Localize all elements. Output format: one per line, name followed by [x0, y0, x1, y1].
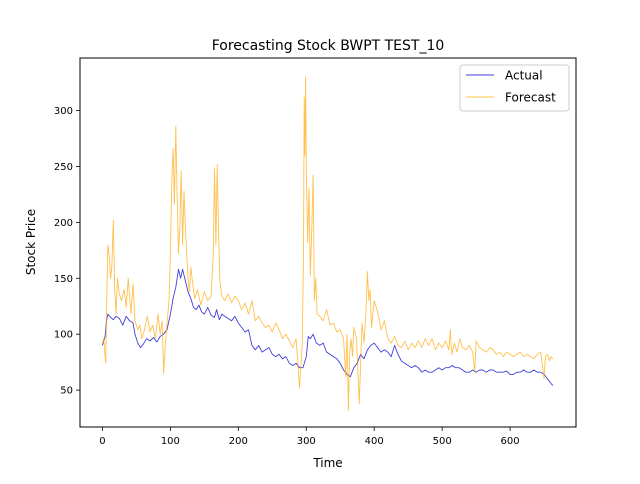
- x-axis-label: Time: [312, 456, 342, 470]
- chart-title: Forecasting Stock BWPT TEST_10: [212, 38, 445, 54]
- x-axis-ticks: 0 100 200 300 400 500 600: [99, 427, 520, 447]
- y-tick-label: 150: [54, 274, 73, 285]
- series-layer: [101, 76, 554, 411]
- y-tick-label: 200: [54, 218, 73, 229]
- x-tick-label: 500: [433, 436, 452, 447]
- legend: Actual Forecast: [459, 64, 570, 112]
- x-tick-label: 200: [229, 436, 248, 447]
- y-tick-label: 250: [54, 162, 73, 173]
- legend-label-actual: Actual: [505, 69, 543, 83]
- y-tick-label: 100: [54, 330, 73, 341]
- y-tick-label: 300: [54, 106, 73, 117]
- x-tick-label: 600: [501, 436, 520, 447]
- y-axis-ticks: 50 100 150 200 250 300: [54, 106, 80, 397]
- x-tick-label: 300: [297, 436, 316, 447]
- x-tick-label: 400: [365, 436, 384, 447]
- x-tick-label: 0: [99, 436, 105, 447]
- series-line-forecast: [101, 76, 554, 411]
- legend-label-forecast: Forecast: [505, 91, 556, 105]
- legend-box: [459, 64, 570, 112]
- x-tick-label: 100: [161, 436, 180, 447]
- y-axis-label: Stock Price: [24, 209, 38, 275]
- y-tick-label: 50: [60, 386, 73, 397]
- plot-frame: [79, 57, 577, 428]
